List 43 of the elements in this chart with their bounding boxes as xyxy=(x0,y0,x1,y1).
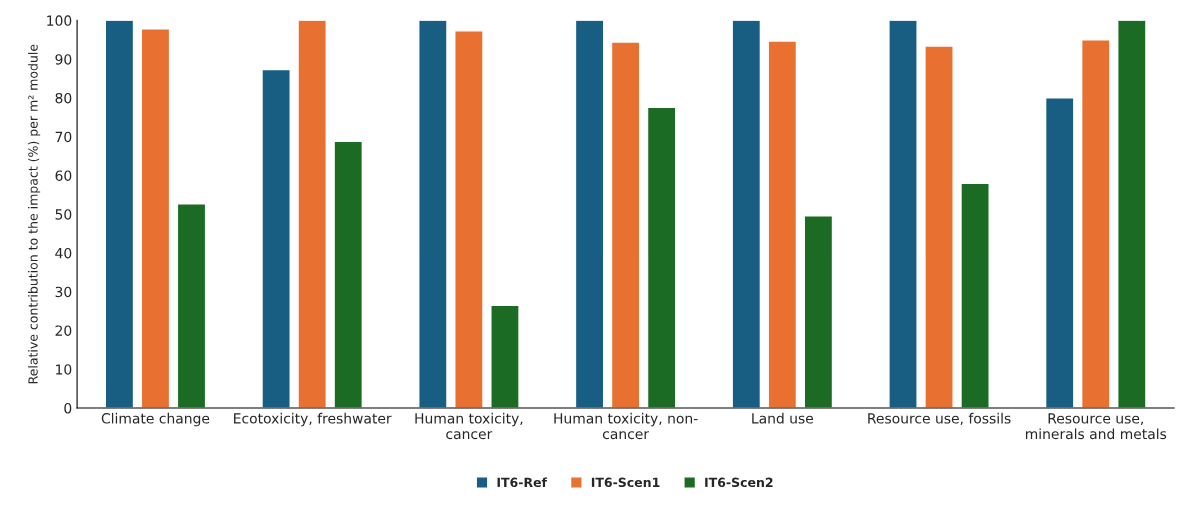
bar xyxy=(924,45,954,408)
bar xyxy=(731,20,762,408)
bar xyxy=(490,304,520,408)
bar xyxy=(1117,20,1147,408)
y-tick-label: 90 xyxy=(55,54,72,65)
x-tick-label: Land use xyxy=(752,412,814,424)
x-tick-label: Ecotoxicity, freshwater xyxy=(234,412,392,427)
legend-label: IT6-Ref xyxy=(497,477,548,488)
y-tick-label: 40 xyxy=(55,247,72,259)
x-tick-label: Resource use, minerals and metals xyxy=(1025,413,1167,440)
bar xyxy=(803,215,834,408)
legend-label: IT6-Scen2 xyxy=(705,477,773,488)
x-tick-label: Human toxicity, cancer xyxy=(415,412,523,440)
bar xyxy=(297,20,327,408)
bar xyxy=(104,20,135,408)
bar xyxy=(261,68,291,408)
bar xyxy=(454,30,484,408)
x-tick-label: Human toxicity, non- cancer xyxy=(554,412,698,440)
y-tick-label: 30 xyxy=(55,286,72,298)
bar xyxy=(1044,97,1075,408)
bar xyxy=(1080,39,1111,408)
y-tick-label: 80 xyxy=(55,92,72,104)
y-tick-label: 60 xyxy=(55,170,72,181)
x-tick-label: Resource use, fossils xyxy=(868,412,1011,426)
bar xyxy=(767,40,798,408)
bar xyxy=(888,20,918,408)
bar xyxy=(610,41,641,408)
bar xyxy=(333,140,364,408)
y-tick-label: 20 xyxy=(55,325,72,336)
y-axis-title: Relative contribution to the impact (%) per m² module xyxy=(28,44,41,384)
x-tick-label: Climate change xyxy=(101,412,210,427)
y-tick-label: 70 xyxy=(55,131,72,143)
y-tick-label: 50 xyxy=(55,209,72,220)
y-tick-label: 10 xyxy=(56,364,72,375)
bar xyxy=(574,20,605,408)
bar xyxy=(176,203,207,408)
bar xyxy=(418,20,448,408)
y-tick-label: 0 xyxy=(64,402,72,414)
bar xyxy=(646,106,677,408)
bar xyxy=(140,28,171,408)
legend-label: IT6-Scen1 xyxy=(591,477,660,488)
y-tick-label: 100 xyxy=(47,15,72,26)
bar xyxy=(960,182,990,408)
